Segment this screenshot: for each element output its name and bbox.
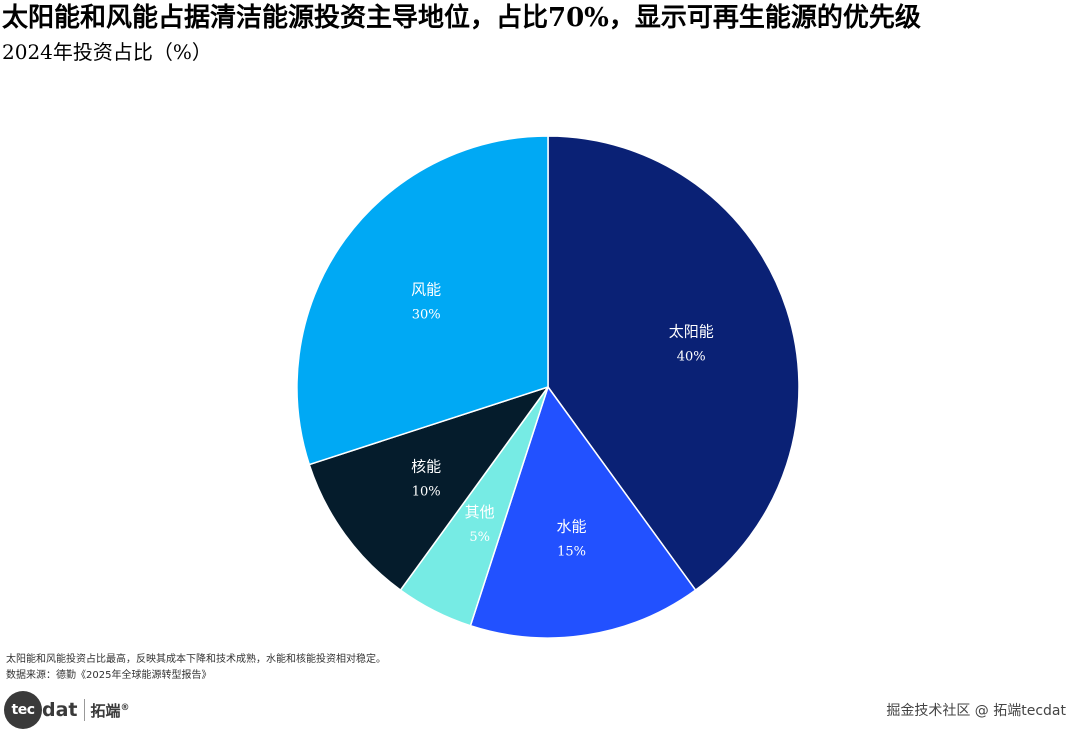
footnote-note: 太阳能和风能投资占比最高，反映其成本下降和技术成熟，水能和核能投资相对稳定。 [6,654,386,665]
slice-value-3: 10% [412,485,441,500]
slice-value-4: 30% [412,307,441,322]
pie-slice-0 [547,135,800,591]
pie-slice-3 [308,386,549,591]
footnote-source: 数据来源：德勤《2025年全球能源转型报告》 [6,670,212,681]
slice-label-0: 太阳能 [669,322,714,340]
slice-value-0: 40% [677,349,706,364]
logo-cn: 拓端® [91,700,130,721]
pie-slice-4 [296,135,549,466]
logo-divider [83,699,85,721]
watermark: 掘金技术社区 @ 拓端tecdat [886,703,1066,719]
logo-text: dat [42,699,78,721]
slice-label-2: 其他 [465,503,495,521]
chart-title: 太阳能和风能占据清洁能源投资主导地位，占比70%，显示可再生能源的优先级 [2,3,921,33]
slice-value-2: 5% [469,530,490,545]
pie-chart: 太阳能 40% 水能 15% 其他 5% 核能 10% 风能 30% [296,135,800,639]
slice-value-1: 15% [557,545,586,560]
chart-subtitle: 2024年投资占比（%） [2,40,212,64]
pie-slice-1 [469,386,697,639]
footnote: 太阳能和风能投资占比最高，反映其成本下降和技术成熟，水能和核能投资相对稳定。 数… [6,652,386,684]
logo-cn-text: 拓端 [90,701,121,720]
registered-mark: ® [120,702,130,713]
slice-label-4: 风能 [411,280,441,298]
tecdat-logo: tec dat 拓端® [4,690,130,730]
slice-label-3: 核能 [411,458,441,476]
slice-label-1: 水能 [557,518,587,536]
logo-badge: tec [4,691,42,729]
